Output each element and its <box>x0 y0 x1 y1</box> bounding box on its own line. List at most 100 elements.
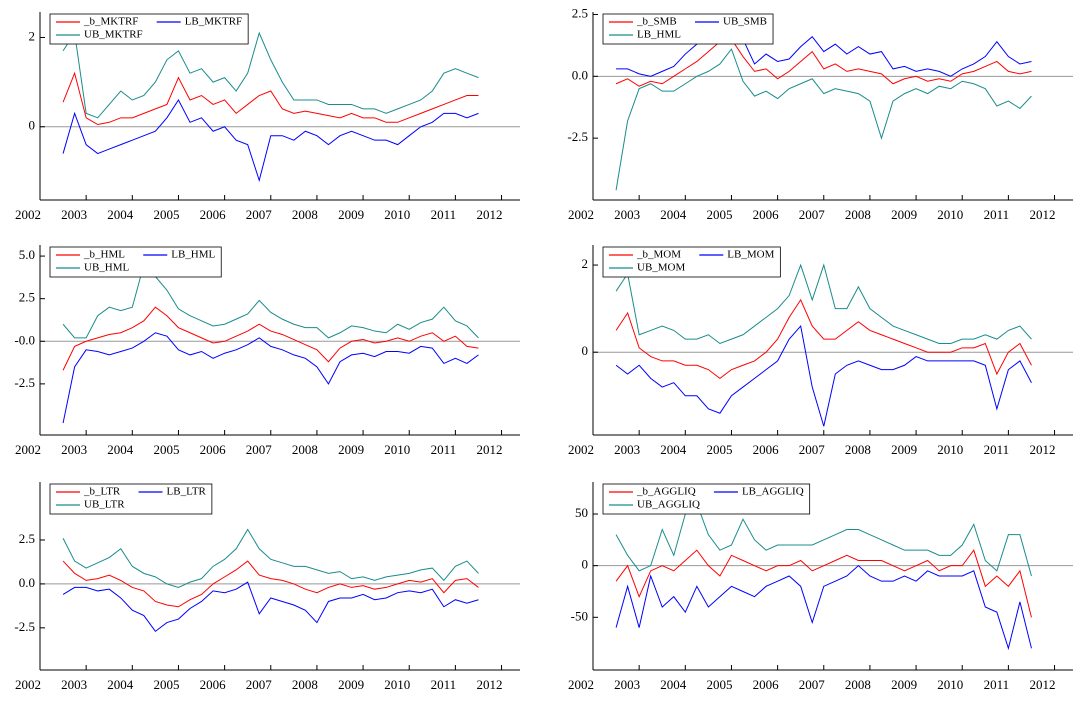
x-tick-label: 2008 <box>845 677 871 692</box>
x-tick-label: 2010 <box>937 207 963 222</box>
x-tick-label: 2007 <box>799 677 826 692</box>
x-tick-label: 2003 <box>614 442 640 457</box>
y-tick-label: -2.5 <box>14 375 35 390</box>
y-tick-label: 2.5 <box>19 290 35 305</box>
x-tick-label: 2009 <box>338 677 364 692</box>
legend-label: LB_MKTRF <box>185 16 242 28</box>
panel: -2.5 0.0 2.5 2002 2003 2004 2005 2006 2007 2008 20… <box>567 5 1073 222</box>
series-line <box>62 332 479 424</box>
legend-label: LB_MOM <box>727 249 774 261</box>
panel: 0 2 2002 2003 2004 2005 2006 2007 2008 2009 2010 20… <box>568 245 1073 457</box>
y-tick-label: 2 <box>29 28 36 43</box>
legend-label: _b_MOM <box>636 249 681 261</box>
x-tick-label: 2012 <box>1030 207 1056 222</box>
x-tick-label: 2008 <box>292 207 318 222</box>
x-tick-label: 2007 <box>799 207 826 222</box>
x-tick-label: 2005 <box>153 677 179 692</box>
legend: _b_SMB UB_SMB LB_HML <box>602 13 774 45</box>
legend-label: UB_MOM <box>637 262 686 274</box>
series-line <box>62 560 479 608</box>
y-tick-label: 0 <box>29 118 36 133</box>
x-tick-label: 2011 <box>984 677 1010 692</box>
y-tick-label: 2.5 <box>19 531 35 546</box>
y-tick-label: -2.5 <box>567 129 588 144</box>
x-tick-label: 2006 <box>200 677 227 692</box>
series-line <box>616 26 1032 77</box>
x-tick-label: 2004 <box>107 442 134 457</box>
x-tick-label: 2008 <box>845 207 871 222</box>
series-line <box>62 263 479 339</box>
x-tick-label: 2011 <box>431 442 457 457</box>
series-line <box>615 263 1032 345</box>
legend-box <box>49 246 222 278</box>
x-tick-label: 2004 <box>660 677 687 692</box>
x-tick-label: 2012 <box>1030 442 1056 457</box>
x-tick-label: 2012 <box>1030 677 1056 692</box>
x-tick-label: 2011 <box>984 442 1010 457</box>
y-tick-label: 2 <box>582 256 589 271</box>
panel: 0 2 2002 2003 2004 2005 2006 2007 2008 2009 2010 20… <box>15 12 520 222</box>
legend-label: _b_AGGLIQ <box>636 486 696 498</box>
x-tick-label: 2011 <box>984 207 1010 222</box>
panel: -2.5 0.0 2.5 2002 2003 2004 2005 2006 2007 2008 20… <box>14 482 520 692</box>
y-tick-label: 0 <box>582 557 589 572</box>
x-tick-label: 2012 <box>477 207 503 222</box>
legend-label: _b_LTR <box>83 486 121 498</box>
x-tick-label: 2002 <box>568 207 594 222</box>
series-line <box>615 549 1032 618</box>
y-tick-label: 0.0 <box>572 67 588 82</box>
x-tick-label: 2004 <box>107 677 134 692</box>
x-tick-label: 2008 <box>292 677 318 692</box>
x-tick-label: 2003 <box>61 207 87 222</box>
x-tick-label: 2004 <box>107 207 134 222</box>
x-tick-label: 2007 <box>799 442 826 457</box>
x-tick-label: 2003 <box>614 207 640 222</box>
x-tick-label: 2005 <box>153 442 179 457</box>
legend: _b_MOM LB_MOM UB_MOM <box>602 246 781 278</box>
x-tick-label: 2002 <box>568 442 594 457</box>
x-tick-label: 2006 <box>753 207 780 222</box>
legend: _b_HML LB_HML UB_HML <box>49 246 222 278</box>
x-tick-label: 2006 <box>753 677 780 692</box>
y-tick-label: -2.5 <box>14 619 35 634</box>
legend-label: LB_LTR <box>167 486 207 498</box>
legend-box <box>602 13 774 45</box>
x-tick-label: 2011 <box>431 207 457 222</box>
x-tick-label: 2003 <box>61 677 87 692</box>
x-tick-label: 2006 <box>200 442 227 457</box>
x-tick-label: 2009 <box>891 677 917 692</box>
x-tick-label: 2002 <box>15 677 41 692</box>
x-tick-label: 2004 <box>660 207 687 222</box>
y-tick-label: -0.0 <box>14 332 35 347</box>
x-tick-label: 2007 <box>246 207 273 222</box>
panel: -50 0 50 2002 2003 2004 2005 2006 2007 2008 2009 20… <box>568 482 1073 692</box>
legend-box <box>49 483 213 515</box>
x-tick-label: 2009 <box>891 207 917 222</box>
x-tick-label: 2003 <box>61 442 87 457</box>
legend-box <box>49 13 249 45</box>
x-tick-label: 2007 <box>246 442 273 457</box>
legend-label: UB_AGGLIQ <box>637 499 700 511</box>
series-line <box>62 306 479 371</box>
series-line <box>615 48 1032 191</box>
series-line <box>62 31 479 119</box>
x-tick-label: 2008 <box>845 442 871 457</box>
y-tick-label: 0 <box>582 343 589 358</box>
x-tick-label: 2010 <box>384 677 410 692</box>
legend-label: _b_HML <box>83 249 125 261</box>
x-tick-label: 2003 <box>614 677 640 692</box>
legend-label: _b_MKTRF <box>83 16 138 28</box>
panel: -2.5 -0.0 2.5 5.0 2002 2003 2004 2005 2006 2007 20… <box>14 245 520 457</box>
x-tick-label: 2006 <box>200 207 227 222</box>
series-line <box>615 38 1032 87</box>
series-line <box>615 564 1032 651</box>
x-tick-label: 2010 <box>384 442 410 457</box>
series-line <box>62 581 479 633</box>
y-tick-label: 2.5 <box>572 5 588 20</box>
x-tick-label: 2004 <box>660 442 687 457</box>
y-tick-label: -50 <box>571 608 588 623</box>
x-tick-label: 2006 <box>753 442 780 457</box>
series-line <box>62 98 479 183</box>
x-tick-label: 2008 <box>292 442 318 457</box>
